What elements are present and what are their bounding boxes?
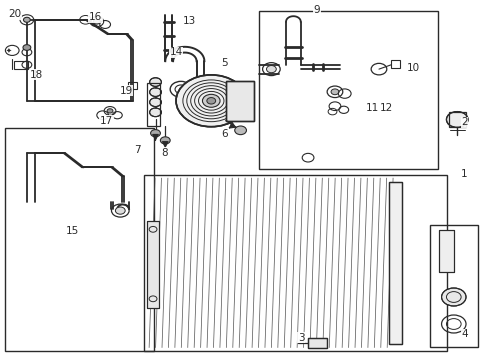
Bar bbox=[259, 11, 437, 169]
Bar bbox=[146, 221, 159, 308]
Bar bbox=[128, 82, 137, 89]
Circle shape bbox=[176, 75, 246, 127]
Bar bbox=[448, 112, 465, 127]
Circle shape bbox=[160, 137, 170, 144]
Circle shape bbox=[441, 288, 465, 306]
Circle shape bbox=[93, 19, 100, 24]
Text: 2: 2 bbox=[460, 117, 467, 127]
Text: 20: 20 bbox=[8, 9, 21, 19]
Circle shape bbox=[115, 207, 125, 214]
Circle shape bbox=[149, 78, 161, 86]
Text: 15: 15 bbox=[65, 226, 79, 236]
Bar bbox=[5, 128, 154, 351]
Text: 14: 14 bbox=[169, 47, 183, 57]
Text: 11: 11 bbox=[365, 103, 379, 113]
Text: 1: 1 bbox=[460, 168, 467, 179]
Text: 16: 16 bbox=[88, 12, 102, 22]
Text: 17: 17 bbox=[100, 116, 113, 126]
Circle shape bbox=[107, 109, 113, 113]
Circle shape bbox=[202, 94, 220, 107]
Bar bbox=[225, 81, 254, 121]
Text: ✦: ✦ bbox=[6, 48, 12, 53]
Bar bbox=[144, 175, 447, 351]
Bar bbox=[438, 230, 453, 272]
Bar bbox=[307, 338, 326, 348]
Circle shape bbox=[149, 108, 161, 117]
Circle shape bbox=[330, 89, 338, 95]
Circle shape bbox=[446, 112, 467, 127]
Bar bbox=[438, 230, 453, 272]
Text: 9: 9 bbox=[313, 5, 320, 15]
Bar bbox=[388, 182, 402, 344]
Circle shape bbox=[266, 66, 276, 73]
Bar bbox=[146, 83, 160, 126]
Circle shape bbox=[149, 88, 161, 96]
Text: 3: 3 bbox=[297, 333, 304, 343]
Text: 4: 4 bbox=[460, 329, 467, 339]
Text: 13: 13 bbox=[183, 16, 196, 26]
Bar bbox=[390, 60, 399, 68]
Circle shape bbox=[150, 130, 160, 137]
Text: 10: 10 bbox=[406, 63, 419, 73]
Text: 8: 8 bbox=[161, 148, 167, 158]
Circle shape bbox=[23, 17, 30, 22]
Bar bbox=[429, 225, 477, 347]
Text: 18: 18 bbox=[30, 69, 43, 80]
Bar bbox=[307, 338, 326, 348]
Circle shape bbox=[23, 45, 31, 50]
Circle shape bbox=[206, 98, 215, 104]
Text: 5: 5 bbox=[221, 58, 228, 68]
Bar bbox=[225, 81, 254, 121]
Text: 19: 19 bbox=[119, 86, 133, 96]
Text: 12: 12 bbox=[379, 103, 392, 113]
Bar bbox=[14, 61, 28, 69]
Text: 7: 7 bbox=[134, 145, 141, 156]
Bar bbox=[388, 182, 402, 344]
Bar bbox=[146, 221, 159, 308]
Text: 6: 6 bbox=[221, 129, 228, 139]
Circle shape bbox=[149, 98, 161, 107]
Circle shape bbox=[234, 126, 246, 135]
